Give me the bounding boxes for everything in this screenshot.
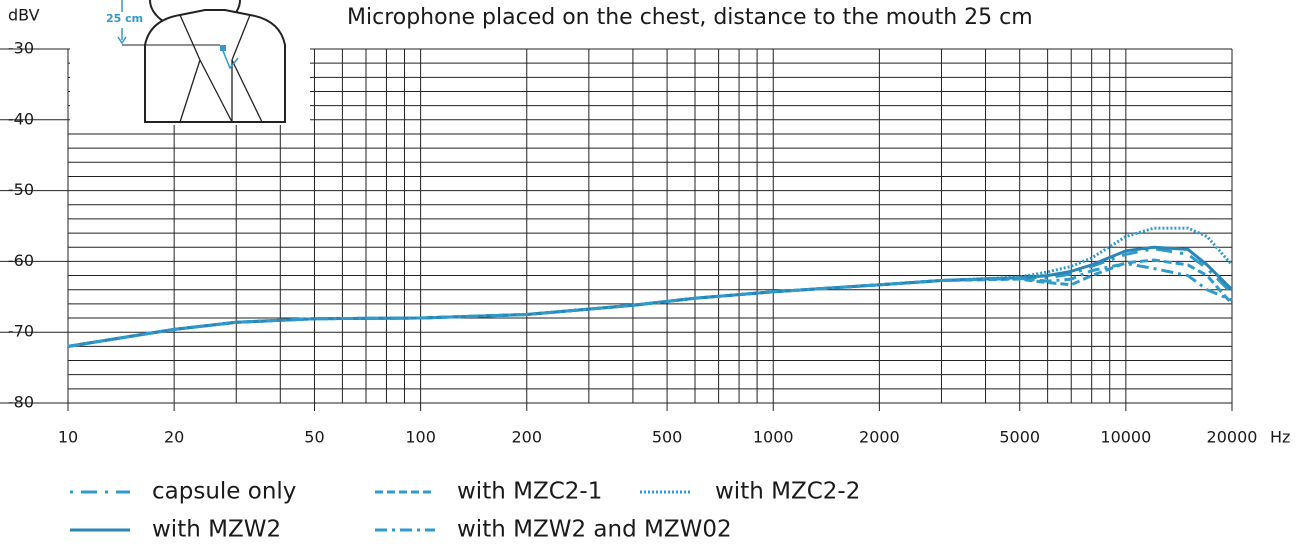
y-tick-label: -60: [8, 251, 34, 270]
y-tick-label: -30: [8, 39, 34, 58]
x-tick-label: 5000: [999, 428, 1040, 447]
x-tick-label: 50: [304, 428, 324, 447]
microphone: [220, 45, 226, 51]
distance-label: 25 cm: [106, 12, 143, 25]
y-tick-label: -40: [8, 109, 34, 128]
mic-cable: [222, 50, 239, 70]
jacket: [179, 14, 263, 123]
series-line: [67, 261, 1233, 348]
illustration: 25 cm: [70, 0, 310, 125]
series-line: [67, 245, 1234, 348]
legend-label: with MZW2 and MZW02: [457, 517, 732, 543]
plot-lines: [67, 226, 1234, 348]
shoulders: [144, 9, 286, 123]
y-tick-label: -70: [8, 322, 34, 341]
x-tick-label: 500: [652, 428, 683, 447]
x-tick-label: 10000: [1100, 428, 1151, 447]
x-tick-label: 100: [405, 428, 436, 447]
x-tick-label: 200: [511, 428, 542, 447]
series-line: [67, 226, 1234, 348]
y-tick-label: -80: [8, 393, 34, 412]
legend-label: with MZC2-1: [457, 479, 602, 505]
distance-arrow: [117, 0, 127, 45]
legend-label: with MZW2: [152, 517, 281, 543]
legend: capsule only with MZC2-1 with MZC2-2 with M…: [70, 479, 860, 543]
x-unit-label: Hz: [1270, 428, 1290, 447]
x-tick-label: 20: [164, 428, 184, 447]
legend-label: capsule only: [152, 479, 296, 505]
x-tick-label: 20000: [1207, 428, 1258, 447]
x-tick-label: 10: [58, 428, 78, 447]
y-tick-label: -50: [8, 180, 34, 199]
chart-title: Microphone placed on the chest, distance…: [347, 5, 1033, 30]
legend-label: with MZC2-2: [715, 479, 860, 505]
x-tick-label: 2000: [859, 428, 900, 447]
y-axis-label: dBV: [8, 6, 40, 25]
grid: -80 -70 -60 -50 -40 -30 10 20 50 100 200 500 1000 200…: [0, 39, 1257, 447]
x-tick-label: 1000: [753, 428, 794, 447]
